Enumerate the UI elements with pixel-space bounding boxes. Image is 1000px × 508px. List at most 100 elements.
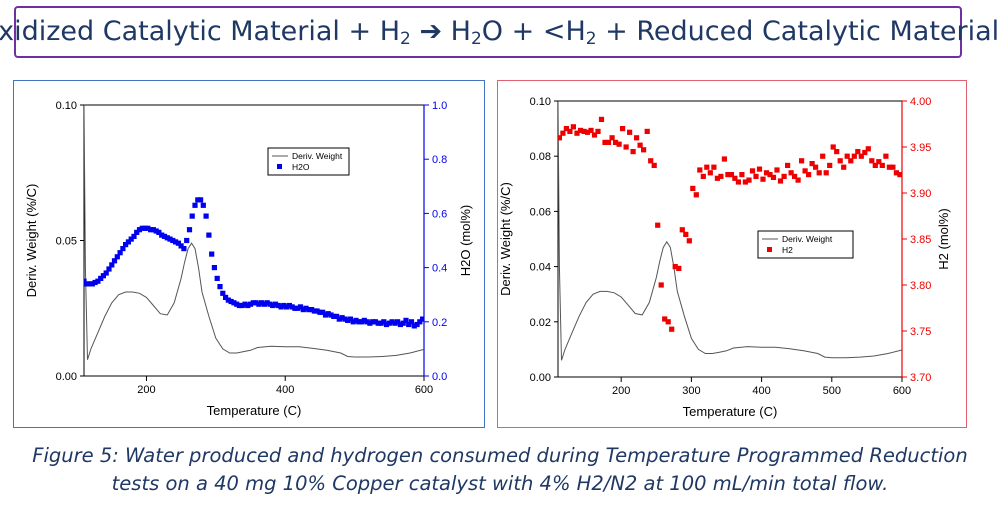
- chart1-h2-point: [598, 116, 605, 122]
- chart0-h2o-point: [159, 232, 165, 238]
- chart1-h2-point: [777, 178, 784, 184]
- figure-caption: Figure 5: Water produced and hydrogen co…: [0, 442, 1000, 498]
- chart1-h2-point: [655, 222, 661, 228]
- chart0-h2o-point: [89, 281, 95, 287]
- chart1-h2-point: [690, 185, 696, 191]
- chart0-h2o-point: [148, 227, 154, 233]
- chart0-h2o-point: [223, 294, 229, 300]
- chart1-h2-point: [767, 172, 773, 178]
- chart1-h2-point: [627, 129, 633, 135]
- chart0-y-tick-label: 0.10: [56, 100, 77, 112]
- chart1-h2-point: [858, 153, 864, 159]
- chart1-h2-point: [577, 127, 584, 133]
- chart0-h2o-point: [281, 302, 287, 309]
- chart0-h2o-point: [378, 320, 384, 326]
- chart0-h2o-point: [109, 262, 115, 268]
- chart0-h2o-point: [242, 301, 248, 307]
- chart0-y2-tick-label: 0.6: [432, 208, 447, 220]
- chart1-h2-point: [630, 149, 636, 155]
- chart1-h2-point: [770, 174, 777, 180]
- chart1-x-tick-label: 400: [752, 385, 770, 397]
- chart1-h2-point: [785, 162, 791, 168]
- chart1-h2-point: [686, 238, 692, 244]
- chart1-y2-tick-label: 3.80: [910, 280, 931, 292]
- chart0-h2o-point: [111, 258, 118, 264]
- chart1-h2-point: [641, 147, 647, 153]
- chart0-h2o-point: [134, 229, 140, 235]
- chart1-h2-point: [574, 130, 580, 136]
- chart0-h2o-point: [370, 319, 376, 325]
- chart1-h2-point: [609, 135, 615, 141]
- chart1-h2-point: [584, 129, 591, 135]
- chart1-h2-point: [816, 170, 822, 176]
- chart1-h2-point: [753, 173, 759, 179]
- chart1-h2-point: [605, 139, 612, 145]
- chart0-h2o-point: [261, 301, 267, 307]
- chart1-h2-point: [879, 162, 885, 168]
- chart1-h2-point: [883, 153, 889, 159]
- chart0-h2o-point: [259, 300, 265, 306]
- chart0-h2o-point: [178, 243, 184, 249]
- chart0-h2o-point: [236, 302, 242, 309]
- chart0-h2o-point: [297, 304, 304, 310]
- chart0-h2o-point: [231, 300, 237, 306]
- chart1-h2-point: [704, 164, 710, 170]
- title-banner: Oxidized Catalytic Material + H2 ➔ H2O +…: [0, 6, 999, 58]
- chart0-h2o-point: [239, 302, 245, 309]
- caption-line-2: tests on a 40 mg 10% Copper catalyst wit…: [111, 472, 889, 495]
- chart0-h2o-point: [203, 213, 209, 219]
- chart0-h2o-point: [106, 266, 112, 272]
- chart0-h2o-point: [250, 300, 256, 306]
- chart1-h2-point: [893, 170, 899, 176]
- chart1-y-tick-label: 0.06: [530, 206, 551, 218]
- chart0-h2o-point: [256, 301, 262, 307]
- h2-chart: 200 300 400 500 600 0.00 0.02 0.04 0.06 0.08 0.10 3…: [498, 96, 951, 419]
- chart0-h2o-point: [120, 246, 126, 252]
- chart1-legend-label: Deriv. Weight: [782, 234, 833, 244]
- chart1-h2-point: [806, 172, 812, 178]
- chart1-h2-point: [890, 164, 896, 170]
- chart0-h2o-point: [209, 251, 215, 257]
- chart1-legend-box: [757, 230, 854, 259]
- chart0-h2o-point: [87, 281, 93, 287]
- chart1-h2-point: [876, 159, 882, 165]
- chart0-h2o-point: [192, 202, 198, 208]
- chart0-h2o-point: [336, 316, 342, 322]
- chart0-y2-tick-label: 0.2: [432, 317, 447, 329]
- chart1-h2-point: [837, 158, 843, 164]
- chart0-h2o-point: [275, 302, 281, 309]
- chart1-h2-point: [728, 172, 734, 178]
- chart0-legend-box: [267, 147, 350, 176]
- chart0-h2o-point: [322, 312, 329, 318]
- chart0-h2o-point: [309, 307, 315, 313]
- chart1-h2-point: [662, 316, 668, 322]
- h2o-chart-panel: 200 400 600 0.00 0.05 0.10 0.0 0.2 0.4 0.6 0.8 1.0 T…: [13, 80, 485, 428]
- chart1-h2-point: [742, 179, 748, 185]
- chart0-h2o-point: [381, 319, 387, 325]
- chart0-legend-label: Deriv. Weight: [292, 151, 343, 161]
- chart0-h2o-point: [347, 316, 353, 322]
- chart0-h2o-point: [200, 202, 206, 208]
- chart0-h2o-point: [181, 246, 187, 252]
- chart1-h2-point: [760, 176, 766, 182]
- chart1-h2-point: [799, 158, 805, 164]
- chart1-h2-point: [809, 161, 815, 167]
- chart1-h2-point: [788, 170, 794, 176]
- chart0-h2o-point: [228, 298, 234, 305]
- chart1-h2-point: [620, 126, 626, 132]
- chart0-h2o-point: [417, 319, 423, 325]
- chart1-y2-tick-label: 3.85: [910, 234, 931, 246]
- chart1-h2-point: [848, 158, 854, 164]
- chart1-h2-point: [897, 172, 902, 178]
- chart1-h2-point: [683, 231, 689, 237]
- chart0-h2o-point: [392, 320, 398, 326]
- chart1-h2-point: [792, 173, 798, 179]
- chart0-h2o-point: [361, 317, 367, 323]
- chart1-h2-point: [774, 167, 780, 173]
- chart0-h2o-point: [100, 273, 106, 279]
- chart1-h2-point: [855, 149, 861, 155]
- chart1-y2-tick-label: 4.00: [910, 96, 931, 108]
- chart1-h2-point: [718, 173, 724, 179]
- chart1-x-tick-label: 600: [893, 385, 911, 397]
- chart0-h2o-point: [317, 309, 323, 315]
